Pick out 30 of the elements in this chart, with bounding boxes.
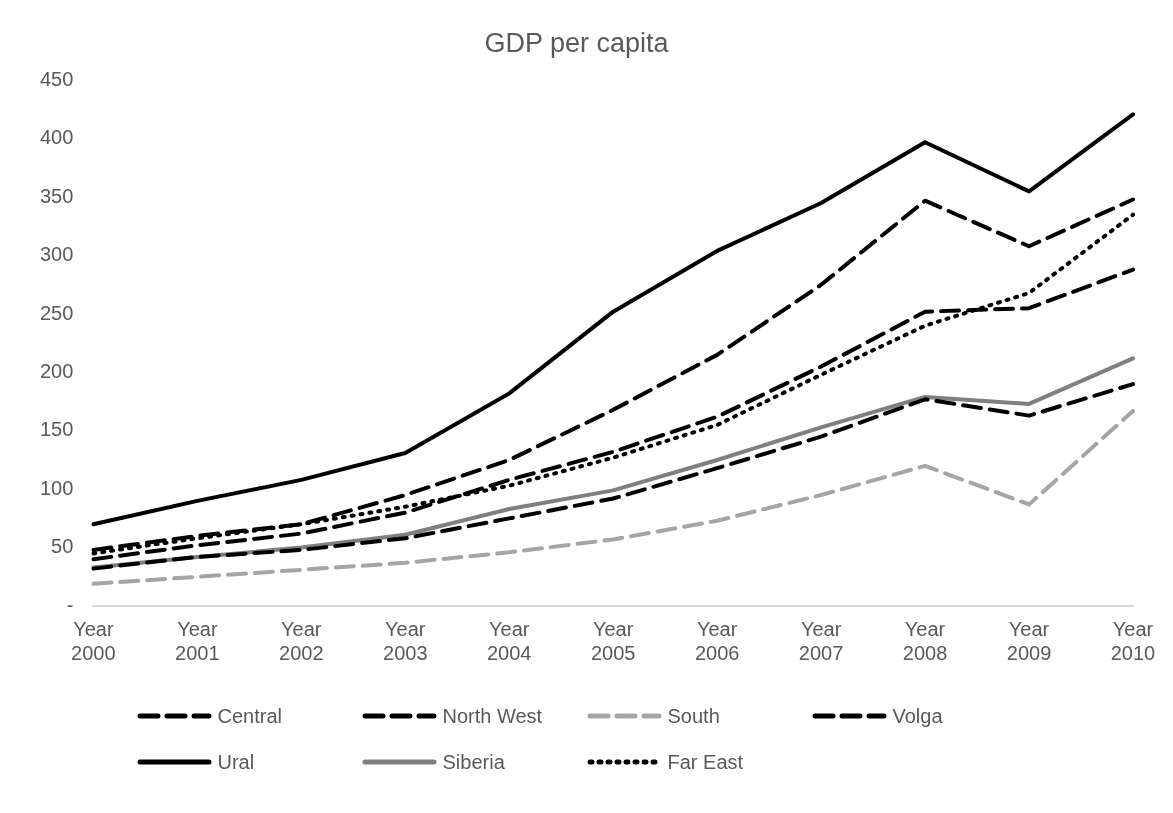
x-tick-label: Year 2010 xyxy=(1110,617,1156,664)
y-tick-label: 400 xyxy=(39,126,74,149)
x-tick-label: Year 2000 xyxy=(71,617,116,664)
chart-title: GDP per capita xyxy=(484,27,670,58)
x-tick-label: Year 2004 xyxy=(486,617,532,664)
x-tick-label: Year 2008 xyxy=(902,617,948,664)
y-tick-label: 300 xyxy=(39,243,74,266)
x-tick-label: Year 2002 xyxy=(279,617,324,664)
legend-label: Central xyxy=(217,704,282,728)
x-tick-label: Year 2006 xyxy=(694,617,740,664)
y-tick-label: 200 xyxy=(39,359,74,382)
x-tick-label: Year 2009 xyxy=(1006,617,1052,664)
x-tick-label: Year 2003 xyxy=(383,617,428,664)
legend-label: Siberia xyxy=(442,750,505,774)
y-tick-label: 250 xyxy=(39,301,74,324)
y-tick-label: - xyxy=(66,593,74,616)
y-tick-label: 150 xyxy=(39,418,74,441)
y-tick-label: 50 xyxy=(51,535,74,558)
legend-label: South xyxy=(667,704,720,728)
legend-label: Ural xyxy=(217,750,255,774)
legend-label: North West xyxy=(442,704,543,728)
legend-label: Volga xyxy=(892,704,943,728)
line-series xyxy=(91,408,1135,586)
x-tick-label: Year 2005 xyxy=(590,617,636,664)
x-tick-label: Year 2007 xyxy=(798,617,844,664)
y-tick-label: 350 xyxy=(39,184,74,207)
legend-label: Far East xyxy=(667,750,744,774)
y-tick-label: 100 xyxy=(39,476,74,499)
y-tick-label: 450 xyxy=(39,67,74,90)
x-tick-label: Year 2001 xyxy=(175,617,220,664)
